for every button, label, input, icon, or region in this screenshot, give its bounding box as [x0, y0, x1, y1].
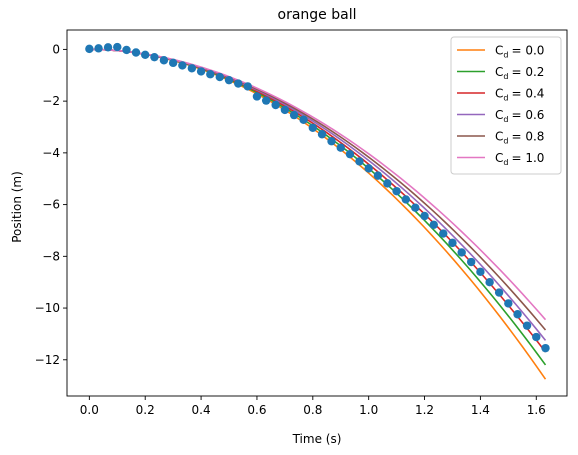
scatter-point: [103, 43, 113, 52]
legend-entry: Cd = 0.0: [495, 44, 544, 60]
scatter-point: [494, 288, 504, 297]
scatter-point: [522, 321, 532, 330]
scatter-point: [485, 277, 494, 287]
scatter-point: [383, 179, 392, 188]
y-tick-label: −2: [42, 94, 60, 108]
scatter-point: [196, 67, 206, 76]
scatter-point: [131, 48, 141, 57]
scatter-point: [364, 164, 373, 173]
x-tick-label: 0.0: [80, 403, 99, 417]
axes-frame: [66, 29, 568, 397]
y-tick-label: −12: [35, 353, 60, 367]
y-tick-label: −10: [35, 301, 60, 315]
scatter-point: [420, 211, 429, 221]
scatter-point: [261, 96, 271, 105]
scatter-point: [234, 79, 243, 88]
y-tick-label: −6: [42, 198, 60, 212]
scatter-point: [85, 44, 94, 54]
legend-entry: Cd = 1.0: [495, 151, 544, 167]
scatter-point: [113, 42, 122, 52]
scatter-point: [457, 248, 466, 257]
scatter-point: [466, 257, 476, 267]
legend-entry: Cd = 0.4: [495, 87, 544, 103]
x-tick-label: 0.6: [247, 403, 266, 417]
scatter-point: [355, 157, 364, 166]
x-tick-label: 1.4: [471, 403, 490, 417]
legend-entry: Cd = 0.6: [495, 108, 544, 124]
scatter-points: [85, 42, 550, 353]
legend: Cd = 0.0 Cd = 0.2 Cd = 0.4 Cd = 0.6 Cd = 0.8 Cd = 1…: [450, 36, 562, 175]
scatter-point: [439, 229, 448, 238]
scatter-point: [392, 186, 401, 196]
legend-entry: Cd = 0.8: [495, 130, 544, 146]
scatter-point: [336, 143, 345, 152]
scatter-point: [215, 72, 224, 82]
x-tick-label: 0.2: [136, 403, 155, 417]
scatter-point: [513, 310, 522, 319]
scatter-point: [122, 45, 131, 55]
scatter-point: [532, 332, 541, 342]
chart-title: orange ball: [278, 7, 357, 23]
scatter-point: [187, 64, 197, 73]
legend-entry: Cd = 0.2: [495, 65, 544, 81]
x-tick-label: 1.2: [415, 403, 434, 417]
scatter-point: [504, 299, 513, 308]
x-tick-label: 1.0: [359, 403, 378, 417]
scatter-point: [271, 100, 280, 110]
scatter-point: [178, 61, 187, 70]
scatter-point: [252, 92, 262, 101]
scatter-point: [141, 50, 150, 60]
x-tick-label: 0.4: [192, 403, 211, 417]
scatter-point: [308, 123, 318, 132]
scatter-point: [299, 115, 308, 124]
scatter-point: [401, 195, 411, 204]
scatter-point: [159, 56, 169, 65]
y-tick-label: −8: [42, 249, 60, 263]
scatter-point: [317, 130, 327, 139]
y-tick-label: 0: [52, 42, 60, 56]
scatter-point: [243, 82, 252, 91]
scatter-point: [411, 203, 420, 212]
x-axis-label: Time (s): [292, 432, 342, 446]
scatter-point: [224, 75, 234, 85]
scatter-point: [345, 149, 355, 159]
x-tick-label: 0.8: [303, 403, 322, 417]
scatter-point: [289, 110, 299, 120]
y-axis-label: Position (m): [10, 171, 24, 243]
scatter-point: [280, 105, 290, 115]
scatter-point: [206, 70, 215, 79]
scatter-point: [150, 52, 159, 62]
scatter-point: [327, 137, 336, 146]
x-tick-label: 1.6: [527, 403, 546, 417]
scatter-point: [168, 58, 178, 68]
scatter-point: [429, 220, 438, 229]
scatter-point: [448, 238, 457, 248]
axes: 0.0 0.2 0.4 0.6 0.8 1.0 1.2 1.4 1.6 0 −2 −4 −6 −8 −10 −…: [35, 29, 568, 417]
scatter-point: [541, 343, 550, 353]
scatter-point: [476, 267, 485, 277]
y-tick-label: −4: [42, 146, 60, 160]
scatter-point: [373, 171, 383, 180]
scatter-point: [94, 44, 103, 53]
